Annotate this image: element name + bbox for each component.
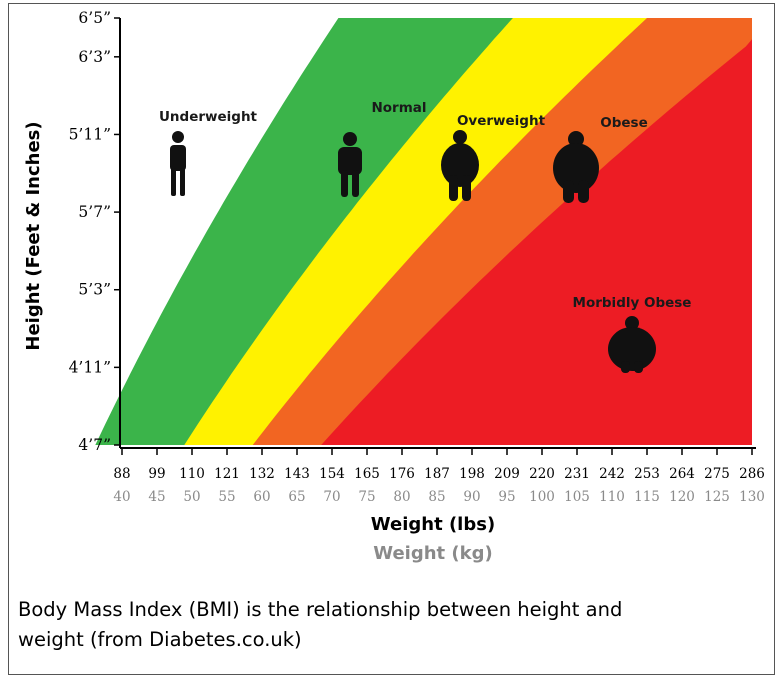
x-tick-label-kg: 90 [463, 489, 480, 505]
x-tick-label-kg: 75 [358, 489, 375, 505]
x-tick-label-kg: 45 [148, 489, 165, 505]
x-tick-label-lbs: 132 [249, 466, 275, 482]
x-tick-label-kg: 105 [564, 489, 590, 505]
y-tick-label: 5’11” [69, 125, 111, 143]
x-tick-label-lbs: 154 [319, 466, 345, 482]
x-tick-label-lbs: 99 [148, 466, 165, 482]
x-tick-label-lbs: 275 [704, 466, 730, 482]
x-tick-label-lbs: 264 [669, 466, 695, 482]
x-tick-label-kg: 80 [393, 489, 410, 505]
bmi-zones [95, 18, 753, 445]
x-tick-label-lbs: 242 [599, 466, 625, 482]
x-tick-label-lbs: 187 [424, 466, 450, 482]
zone-label-normal: Normal [371, 100, 426, 116]
x-tick-label-lbs: 286 [739, 466, 765, 482]
x-tick-label-lbs: 121 [214, 466, 240, 482]
caption-line-2: weight (from Diabetes.co.uk) [18, 628, 302, 651]
x-tick-label-kg: 55 [218, 489, 235, 505]
x-tick-label-kg: 85 [428, 489, 445, 505]
x-tick-label-kg: 125 [704, 489, 730, 505]
zone-label-underweight: Underweight [159, 109, 258, 125]
x-tick-label-kg: 100 [529, 489, 555, 505]
morbidly-obese-person-icon [608, 316, 656, 373]
x-tick-label-kg: 40 [113, 489, 130, 505]
zone-label-overweight: Overweight [457, 113, 546, 129]
zone-label-morbidly-obese: Morbidly Obese [573, 295, 692, 311]
x-tick-label-lbs: 231 [564, 466, 590, 482]
x-tick-label-kg: 60 [253, 489, 270, 505]
x-tick-label-lbs: 143 [284, 466, 310, 482]
x-tick-label-kg: 65 [288, 489, 305, 505]
x-tick-label-lbs: 110 [179, 466, 205, 482]
zone-label-obese: Obese [600, 115, 648, 131]
y-tick-label: 4’7” [78, 436, 111, 454]
figure-caption: Body Mass Index (BMI) is the relationshi… [18, 595, 758, 655]
y-tick-label: 6’3” [78, 48, 111, 66]
x-ticks: 88 40 99 45 110 50 121 55 132 60 143 65 154 70 165 75 17… [113, 448, 765, 505]
x-tick-label-kg: 130 [739, 489, 765, 505]
y-ticks: 4’7” 4’11” 5’3” 5’7” 5’11” 6’3” 6’5” [69, 9, 120, 454]
y-tick-label: 6’5” [78, 9, 111, 27]
x-tick-label-kg: 70 [323, 489, 340, 505]
x-tick-label-kg: 115 [634, 489, 660, 505]
x-tick-label-kg: 50 [183, 489, 200, 505]
x-tick-label-kg: 120 [669, 489, 695, 505]
x-tick-label-lbs: 88 [113, 466, 130, 482]
y-tick-label: 5’7” [78, 203, 111, 221]
overweight-person-icon [441, 130, 479, 201]
x-tick-label-lbs: 220 [529, 466, 555, 482]
x-tick-label-lbs: 176 [389, 466, 415, 482]
caption-line-1: Body Mass Index (BMI) is the relationshi… [18, 598, 623, 621]
x-tick-label-lbs: 198 [459, 466, 485, 482]
y-tick-label: 4’11” [69, 358, 111, 376]
x-axis-title-lbs: Weight (lbs) [371, 514, 495, 535]
y-axis-title: Height (Feet & Inches) [23, 121, 44, 350]
chart-frame [8, 3, 775, 675]
x-tick-label-kg: 95 [498, 489, 515, 505]
x-tick-label-lbs: 253 [634, 466, 660, 482]
normal-person-icon [338, 132, 362, 197]
underweight-person-icon [170, 131, 186, 196]
obese-person-icon [553, 131, 599, 203]
x-tick-label-lbs: 165 [354, 466, 380, 482]
y-tick-label: 5’3” [78, 281, 111, 299]
x-axis-title-kg: Weight (kg) [373, 543, 492, 564]
axes [119, 18, 756, 449]
x-tick-label-lbs: 209 [494, 466, 520, 482]
x-tick-label-kg: 110 [599, 489, 625, 505]
